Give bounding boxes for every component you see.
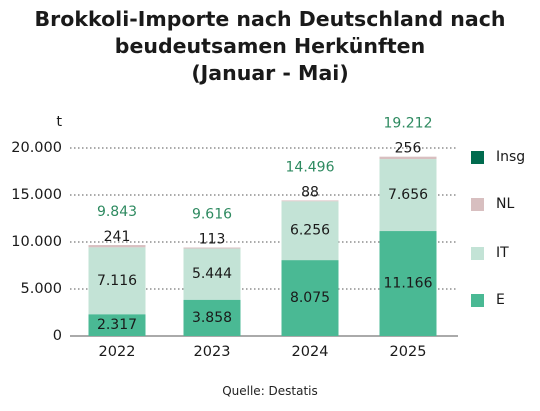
chart-title: Brokkoli-Importe nach Deutschland nach b… [0, 6, 540, 87]
legend-swatch-e [471, 294, 484, 307]
bar-segment-nl [183, 247, 241, 249]
bar-segment-e [379, 231, 437, 336]
legend-swatch-nl [471, 198, 484, 211]
data-label-total: 9.616 [192, 206, 232, 222]
legend-swatch-it [471, 247, 484, 260]
data-label-nl: 256 [395, 141, 422, 157]
data-label-nl: 88 [301, 184, 319, 200]
legend-swatch-insg [471, 151, 484, 164]
y-tick-label: 0 [53, 328, 62, 344]
bar-segment-nl [88, 245, 146, 248]
bar-segment-nl [379, 156, 437, 160]
y-tick-label: 5.000 [20, 281, 62, 297]
x-tick-label: 2025 [390, 344, 427, 360]
legend-label-insg: Insg [496, 149, 525, 165]
legend-label-nl: NL [496, 196, 514, 212]
data-label-e: 2.317 [97, 317, 137, 333]
legend-label-it: IT [496, 245, 509, 261]
data-label-it: 5.444 [192, 266, 232, 282]
chart-title-line-1: Brokkoli-Importe nach Deutschland nach [34, 7, 506, 31]
legend-label-e: E [496, 292, 505, 308]
data-label-it: 7.656 [388, 187, 428, 203]
bar-segment-e [183, 299, 241, 336]
bar-segment-e [281, 260, 339, 336]
data-label-total: 14.496 [286, 159, 335, 175]
data-label-nl: 113 [199, 231, 226, 247]
data-label-it: 7.116 [97, 273, 137, 289]
bar-segment-nl [281, 200, 339, 202]
data-label-it: 6.256 [290, 223, 330, 239]
y-tick-label: 10.000 [11, 234, 62, 250]
chart-title-line-3: (Januar - Mai) [191, 61, 349, 85]
bar-segment-it [183, 248, 241, 300]
data-label-e: 11.166 [384, 276, 433, 292]
bar-segment-it [379, 159, 437, 232]
y-tick-label: 15.000 [11, 187, 62, 203]
y-tick-label: 20.000 [11, 140, 62, 156]
x-tick-label: 2022 [99, 344, 136, 360]
bar-segment-it [88, 247, 146, 315]
x-tick-label: 2023 [194, 344, 231, 360]
y-unit-label: t [56, 114, 62, 130]
bar-segment-it [281, 201, 339, 261]
x-tick-label: 2024 [292, 344, 329, 360]
data-label-e: 8.075 [290, 290, 330, 306]
data-label-total: 9.843 [97, 204, 137, 220]
data-label-nl: 241 [104, 229, 131, 245]
source-note: Quelle: Destatis [222, 384, 318, 398]
data-label-total: 19.212 [384, 116, 433, 132]
chart-title-line-2: beudeutsamen Herkünften [114, 34, 426, 58]
data-label-e: 3.858 [192, 310, 232, 326]
bar-segment-e [88, 314, 146, 336]
